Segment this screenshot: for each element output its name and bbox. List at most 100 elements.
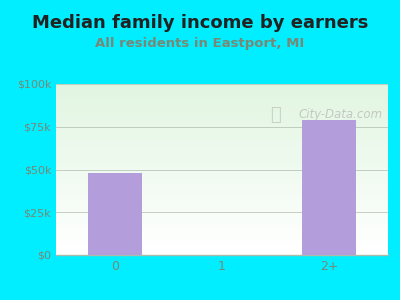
Bar [56, 170, 388, 171]
Bar [56, 249, 388, 250]
Bar [56, 209, 388, 210]
Bar [56, 226, 388, 227]
Bar [56, 193, 388, 194]
Bar [56, 252, 388, 253]
Bar [56, 220, 388, 221]
Bar [56, 191, 388, 192]
Bar [56, 244, 388, 245]
Bar [56, 142, 388, 143]
Bar [56, 231, 388, 232]
Bar [56, 104, 388, 105]
Bar [56, 184, 388, 185]
Bar [56, 200, 388, 201]
Bar [56, 236, 388, 237]
Bar [56, 245, 388, 246]
Bar [56, 194, 388, 195]
Bar [56, 88, 388, 89]
Bar [56, 242, 388, 243]
Bar [56, 207, 388, 208]
Bar [56, 178, 388, 179]
Bar [56, 189, 388, 190]
Bar [56, 140, 388, 141]
Bar [56, 240, 388, 241]
Bar [56, 219, 388, 220]
Bar [56, 222, 388, 223]
Bar [56, 176, 388, 177]
Bar [56, 103, 388, 104]
Bar [56, 251, 388, 252]
Bar [56, 253, 388, 254]
Bar [56, 238, 388, 239]
Bar [56, 147, 388, 148]
Bar [56, 224, 388, 225]
Bar [56, 229, 388, 230]
Bar [56, 136, 388, 137]
Bar [56, 155, 388, 156]
Bar [56, 247, 388, 248]
Bar [56, 139, 388, 140]
Bar [56, 237, 388, 238]
Bar [56, 206, 388, 207]
Bar [56, 215, 388, 216]
Bar [56, 120, 388, 121]
Bar [56, 221, 388, 222]
Bar [56, 228, 388, 229]
Bar [56, 117, 388, 118]
Bar [56, 183, 388, 184]
Bar [56, 145, 388, 146]
Bar [56, 250, 388, 251]
Bar [56, 218, 388, 219]
Bar [56, 195, 388, 196]
Bar [56, 235, 388, 236]
Bar [56, 87, 388, 88]
Bar [56, 94, 388, 95]
Bar [56, 164, 388, 165]
Bar [56, 106, 388, 107]
Bar [56, 97, 388, 98]
Bar [56, 107, 388, 108]
Bar [56, 124, 388, 125]
Bar [56, 167, 388, 168]
Bar [56, 177, 388, 178]
Bar [56, 210, 388, 211]
Bar [56, 161, 388, 162]
Bar [56, 211, 388, 212]
Bar [56, 185, 388, 186]
Bar [56, 225, 388, 226]
Text: Ⓜ: Ⓜ [270, 106, 280, 124]
Bar [56, 113, 388, 114]
Bar [56, 89, 388, 90]
Bar [56, 141, 388, 142]
Bar [56, 134, 388, 135]
Bar [56, 125, 388, 126]
Bar [56, 213, 388, 214]
Bar [56, 205, 388, 206]
Bar [56, 100, 388, 101]
Bar [56, 197, 388, 198]
Bar [88, 173, 142, 255]
Text: City-Data.com: City-Data.com [298, 108, 382, 121]
Bar [56, 173, 388, 174]
Bar [56, 84, 388, 85]
Bar [56, 116, 388, 117]
Bar [56, 95, 388, 96]
Bar [56, 153, 388, 154]
Bar [56, 150, 388, 151]
Bar [56, 168, 388, 169]
Bar [56, 201, 388, 202]
Bar [56, 217, 388, 218]
Text: Median family income by earners: Median family income by earners [32, 14, 368, 32]
Bar [56, 152, 388, 153]
Bar [56, 91, 388, 92]
Bar [56, 233, 388, 234]
Bar [56, 169, 388, 170]
Bar [56, 118, 388, 119]
Bar [56, 111, 388, 112]
Bar [56, 165, 388, 166]
Bar [56, 96, 388, 97]
Bar [56, 135, 388, 136]
Bar [56, 190, 388, 191]
Bar [56, 132, 388, 133]
Bar [56, 232, 388, 233]
Bar [56, 179, 388, 180]
